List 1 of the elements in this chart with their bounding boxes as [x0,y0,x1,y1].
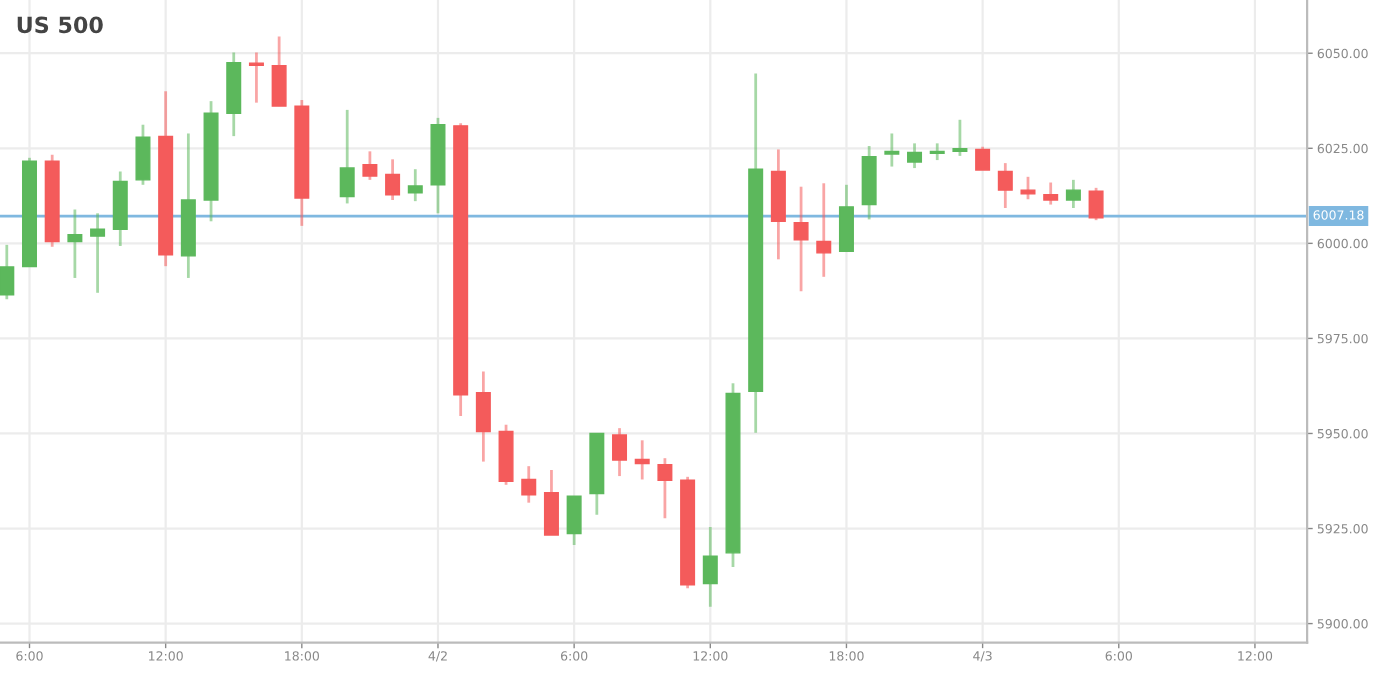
text: US 500 [17,16,103,34]
